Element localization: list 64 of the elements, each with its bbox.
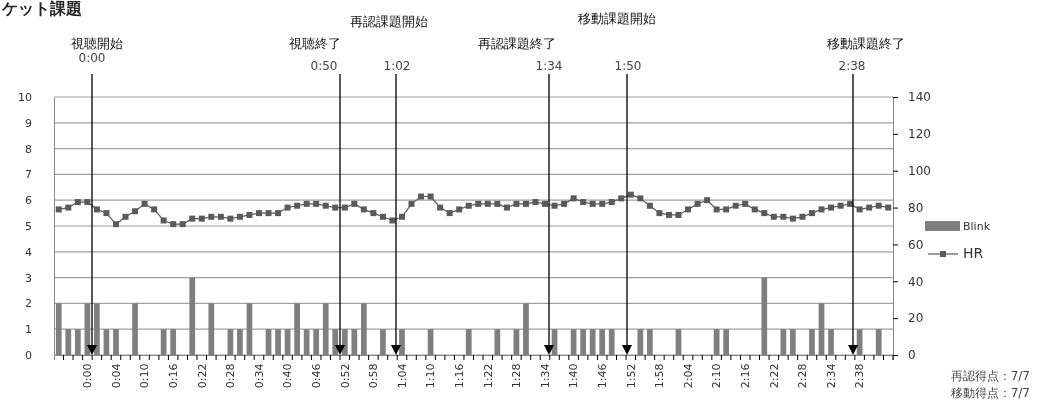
text: 2:38 (838, 59, 866, 73)
text: 0:50 (310, 59, 338, 73)
x-tick-label: 0:34 (252, 363, 266, 389)
x-tick-label: 1:04 (395, 363, 409, 389)
y2-tick-label: 40 (908, 274, 924, 289)
y2-tick-label: 140 (908, 90, 931, 105)
y-tick-label: 8 (25, 142, 32, 156)
text: 再認課題終了 (478, 36, 556, 51)
y-tick-label: 6 (25, 194, 32, 208)
y2-tick-label: 120 (908, 127, 931, 142)
x-tick-label: 0:58 (367, 363, 381, 389)
text: 移動課題終了 (827, 36, 905, 51)
y-tick-label: 2 (25, 297, 32, 311)
y-tick-label: 3 (25, 271, 32, 285)
x-tick-label: 1:34 (538, 363, 552, 389)
text: 移動課題開始 (578, 11, 656, 26)
y-tick-label: 0 (25, 349, 32, 363)
text: 1:02 (383, 59, 411, 73)
x-tick-label: 1:52 (624, 363, 638, 389)
x-tick-label: 2:10 (710, 363, 724, 389)
legend-label: Blink (963, 220, 991, 233)
y2-tick-label: 60 (908, 237, 924, 252)
text: 視聴終了 (289, 36, 341, 51)
x-tick-label: 0:04 (109, 363, 123, 389)
y-tick-label: 7 (25, 168, 32, 182)
x-tick-label: 2:04 (681, 363, 695, 389)
y-tick-label: 1 (25, 323, 32, 337)
y2-tick-label: 0 (908, 348, 916, 363)
chart-title: ケット課題 (1, 0, 82, 18)
y2-tick-label: 80 (908, 200, 924, 215)
text: 再認課題開始 (350, 14, 428, 29)
text: 1:34 (535, 59, 563, 73)
x-tick-label: 0:00 (81, 363, 95, 389)
y-tick-label: 10 (18, 91, 32, 105)
text: 0:00 (78, 51, 106, 65)
text: 視聴開始 (71, 36, 123, 51)
y-tick-label: 5 (25, 220, 32, 234)
x-tick-label: 2:22 (767, 363, 781, 389)
y2-tick-label: 100 (908, 164, 931, 179)
x-tick-label: 2:38 (853, 363, 867, 389)
x-tick-label: 2:34 (824, 363, 838, 389)
x-tick-label: 0:16 (167, 363, 181, 389)
x-tick-label: 0:10 (138, 363, 152, 389)
x-tick-label: 0:46 (310, 363, 324, 389)
y-tick-label: 4 (25, 245, 32, 259)
x-tick-label: 0:22 (195, 363, 209, 389)
x-tick-label: 0:40 (281, 363, 295, 389)
x-tick-label: 1:40 (567, 363, 581, 389)
x-tick-label: 1:28 (510, 363, 524, 389)
text: 移動得点：7/7 (950, 386, 1030, 400)
text: 1:50 (614, 59, 642, 73)
text: 再認得点：7/7 (950, 369, 1030, 383)
x-tick-label: 1:16 (453, 363, 467, 389)
x-tick-label: 0:28 (224, 363, 238, 389)
x-tick-label: 2:16 (739, 363, 753, 389)
legend-label: HR (963, 245, 984, 261)
x-tick-label: 1:10 (424, 363, 438, 389)
x-tick-label: 1:22 (481, 363, 495, 389)
y2-tick-label: 20 (908, 311, 924, 326)
x-tick-label: 0:52 (338, 363, 352, 389)
x-tick-label: 2:28 (796, 363, 810, 389)
y-tick-label: 9 (25, 116, 32, 130)
x-tick-label: 1:46 (596, 363, 610, 389)
x-tick-label: 1:58 (653, 363, 667, 389)
